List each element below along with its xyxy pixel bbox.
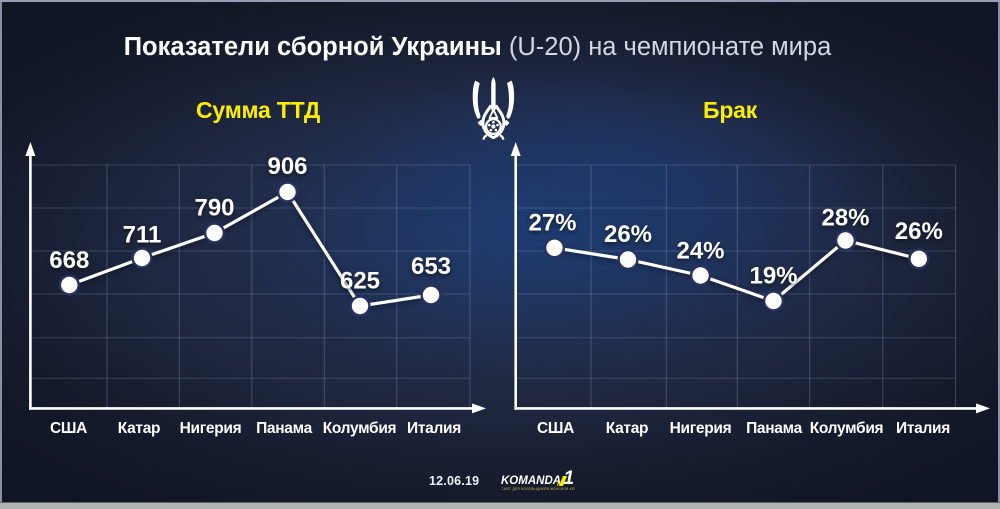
svg-text:26%: 26% bbox=[604, 221, 652, 248]
svg-text:24%: 24% bbox=[676, 238, 724, 265]
svg-text:Катар: Катар bbox=[606, 420, 648, 437]
svg-text:906: 906 bbox=[267, 153, 307, 180]
svg-text:653: 653 bbox=[411, 253, 451, 280]
svg-text:28%: 28% bbox=[821, 205, 869, 232]
svg-text:Катар: Катар bbox=[118, 420, 160, 437]
svg-text:Панама: Панама bbox=[256, 420, 313, 437]
svg-text:790: 790 bbox=[194, 195, 234, 222]
svg-text:США: США bbox=[50, 420, 87, 437]
svg-text:27%: 27% bbox=[528, 210, 576, 237]
svg-text:США: США bbox=[537, 420, 574, 437]
svg-text:Италия: Италия bbox=[407, 420, 461, 437]
svg-text:26%: 26% bbox=[895, 218, 943, 245]
svg-text:Колумбия: Колумбия bbox=[323, 420, 397, 437]
svg-text:668: 668 bbox=[49, 247, 89, 274]
svg-text:625: 625 bbox=[340, 268, 380, 295]
svg-text:19%: 19% bbox=[749, 263, 797, 290]
svg-text:Панама: Панама bbox=[746, 420, 803, 437]
svg-text:Колумбия: Колумбия bbox=[810, 420, 884, 437]
svg-text:Нигерия: Нигерия bbox=[670, 420, 732, 437]
svg-text:Нигерия: Нигерия bbox=[180, 420, 242, 437]
svg-text:711: 711 bbox=[123, 222, 162, 249]
svg-text:Италия: Италия bbox=[896, 420, 950, 437]
